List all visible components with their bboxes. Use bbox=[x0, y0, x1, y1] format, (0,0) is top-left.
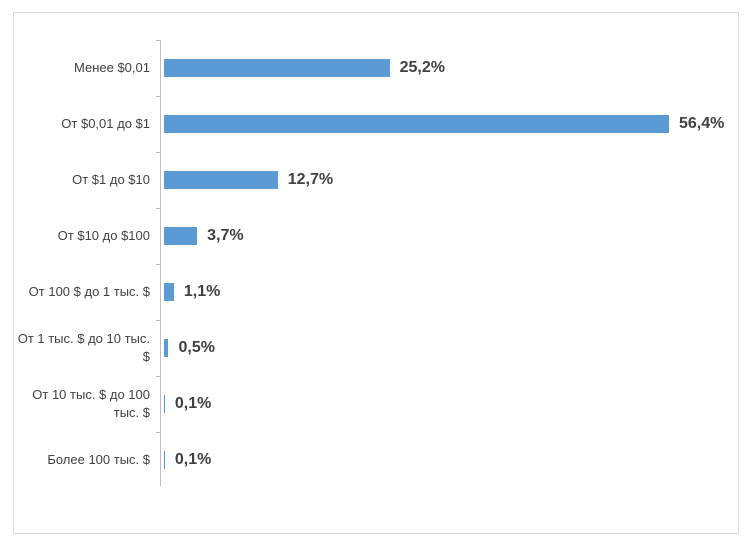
value-label: 12,7% bbox=[287, 171, 334, 188]
bar bbox=[164, 59, 390, 77]
value-label: 25,2% bbox=[399, 59, 445, 76]
bar bbox=[164, 227, 198, 245]
tick-mark bbox=[156, 152, 160, 153]
tick-mark bbox=[156, 432, 160, 433]
category-label: От $1 до $10 bbox=[72, 172, 150, 187]
bar bbox=[164, 451, 165, 469]
tick-mark bbox=[156, 376, 160, 377]
value-label: 0,1% bbox=[174, 395, 212, 412]
bar bbox=[164, 283, 174, 301]
tick-mark bbox=[156, 264, 160, 265]
bar bbox=[164, 115, 669, 133]
category-label: От $10 до $100 bbox=[57, 228, 150, 243]
tick-mark bbox=[156, 208, 160, 209]
bar bbox=[164, 339, 169, 357]
tick-mark bbox=[156, 320, 160, 321]
bar bbox=[164, 395, 165, 413]
value-label: 56,4% bbox=[679, 115, 725, 132]
category-label: От 1 тыс. $ до 10 тыс. $ bbox=[17, 331, 150, 364]
category-label: От 100 $ до 1 тыс. $ bbox=[28, 284, 150, 299]
tick-mark bbox=[156, 40, 160, 41]
value-label: 1,1% bbox=[183, 283, 221, 300]
value-label: 3,7% bbox=[207, 227, 244, 244]
category-label: От 10 тыс. $ до 100 тыс. $ bbox=[32, 387, 150, 420]
category-axis bbox=[160, 40, 161, 486]
value-label: 0,5% bbox=[178, 339, 215, 356]
category-label: Менее $0,01 bbox=[74, 60, 150, 75]
category-label: Более 100 тыс. $ bbox=[47, 452, 150, 467]
value-label: 0,1% bbox=[174, 451, 212, 468]
category-label: От $0,01 до $1 bbox=[61, 116, 150, 131]
tick-mark bbox=[156, 96, 160, 97]
chart-frame bbox=[13, 12, 739, 534]
bar bbox=[164, 171, 278, 189]
